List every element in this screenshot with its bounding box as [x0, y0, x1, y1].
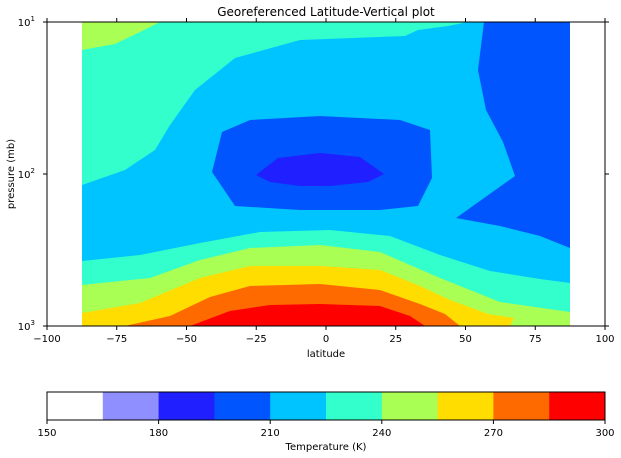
x-tick-label: −100 [33, 334, 60, 345]
x-tick-label: −75 [106, 334, 127, 345]
x-tick-label: −25 [246, 334, 267, 345]
colorbar-segment [493, 392, 550, 420]
colorbar-tick-label: 150 [37, 428, 56, 439]
colorbar-segment [270, 392, 327, 420]
contour-band-240-255-upper [82, 22, 160, 50]
chart-title: Georeferenced Latitude-Vertical plot [217, 5, 435, 19]
colorbar [47, 392, 606, 420]
colorbar-segment [214, 392, 271, 420]
x-tick-label: −50 [176, 334, 197, 345]
x-tick-label: 0 [323, 334, 329, 345]
y-axis-label: pressure (mb) [6, 139, 17, 209]
contour-band-225-240-upper [82, 22, 468, 185]
contour-band-180-195 [256, 153, 384, 186]
colorbar-tick-label: 270 [484, 428, 503, 439]
colorbar-ticks: 150 180 210 240 270 300 [37, 420, 615, 439]
x-axis: −100 −75 −50 −25 0 25 50 75 100 [33, 18, 615, 345]
colorbar-segment [102, 392, 160, 420]
colorbar-segment [158, 392, 215, 420]
colorbar-segment [326, 392, 383, 420]
colorbar-tick-label: 240 [372, 428, 391, 439]
colorbar-tick-label: 300 [595, 428, 614, 439]
x-tick-label: 25 [389, 334, 402, 345]
colorbar-frame [46, 391, 606, 421]
x-tick-label: 50 [459, 334, 472, 345]
contour-band-195-210-north [456, 22, 570, 248]
x-tick-label: 75 [529, 334, 542, 345]
contour-fill [82, 22, 570, 326]
y-tick-label: 103 [18, 319, 35, 333]
colorbar-segment [549, 392, 606, 420]
colorbar-segment [437, 392, 494, 420]
colorbar-label: Temperature (K) [285, 442, 367, 453]
colorbar-tick-label: 180 [149, 428, 168, 439]
colorbar-segment [381, 392, 439, 420]
y-tick-label: 101 [18, 15, 35, 29]
contour-band-285-300 [190, 304, 425, 326]
x-tick-label: 100 [595, 334, 614, 345]
y-axis: 101 102 103 [18, 15, 609, 333]
x-axis-label: latitude [307, 349, 345, 360]
y-tick-label: 102 [18, 167, 35, 181]
colorbar-tick-label: 210 [261, 428, 280, 439]
colorbar-segment [47, 392, 104, 420]
